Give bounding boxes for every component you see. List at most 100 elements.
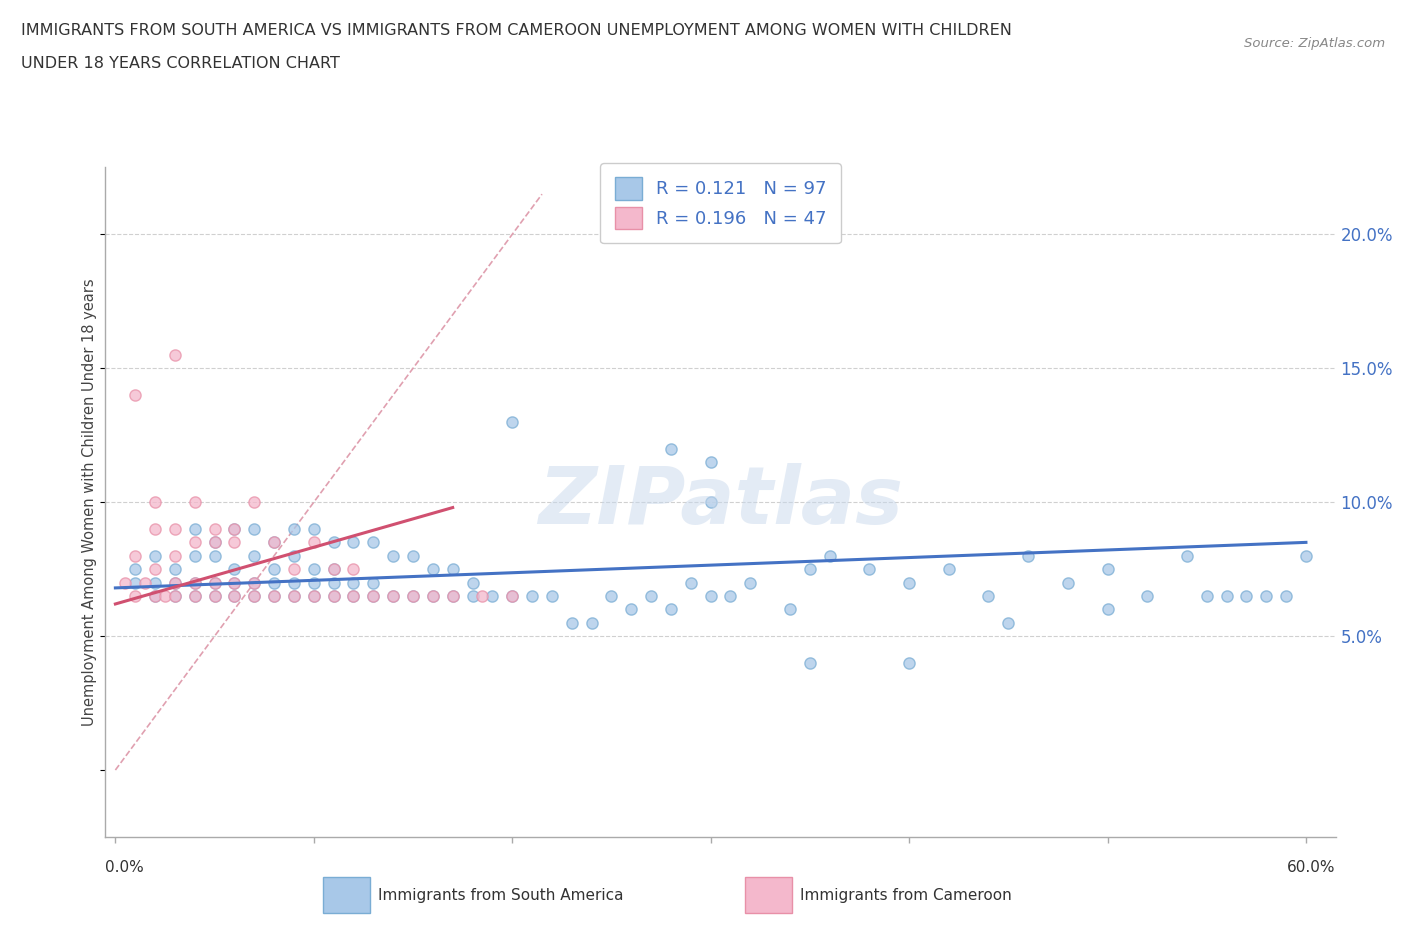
Point: [224, 575, 246, 590]
Point: [283, 549, 305, 564]
Point: [224, 589, 246, 604]
Point: [1175, 549, 1198, 564]
Point: [1017, 549, 1039, 564]
Point: [163, 549, 186, 564]
Point: [124, 388, 146, 403]
Point: [441, 562, 464, 577]
Point: [184, 495, 207, 510]
Point: [163, 348, 186, 363]
Text: IMMIGRANTS FROM SOUTH AMERICA VS IMMIGRANTS FROM CAMEROON UNEMPLOYMENT AMONG WOM: IMMIGRANTS FROM SOUTH AMERICA VS IMMIGRA…: [21, 23, 1012, 38]
Point: [679, 575, 702, 590]
Point: [124, 562, 146, 577]
Point: [471, 589, 494, 604]
Point: [363, 589, 385, 604]
Point: [302, 589, 325, 604]
Point: [1136, 589, 1159, 604]
Point: [143, 589, 166, 604]
Point: [243, 549, 266, 564]
Point: [422, 589, 444, 604]
Point: [243, 589, 266, 604]
Point: [699, 589, 721, 604]
Point: [422, 589, 444, 604]
Point: [461, 589, 484, 604]
Point: [243, 495, 266, 510]
Point: [302, 575, 325, 590]
Point: [1097, 562, 1119, 577]
Point: [302, 522, 325, 537]
Point: [581, 616, 603, 631]
Point: [283, 562, 305, 577]
Point: [322, 562, 344, 577]
Legend: R = 0.121   N = 97, R = 0.196   N = 47: R = 0.121 N = 97, R = 0.196 N = 47: [600, 163, 841, 244]
Text: 0.0%: 0.0%: [105, 860, 145, 875]
Point: [1275, 589, 1298, 604]
Text: 60.0%: 60.0%: [1288, 860, 1336, 875]
Point: [1056, 575, 1078, 590]
Point: [322, 589, 344, 604]
Point: [858, 562, 880, 577]
Point: [402, 549, 425, 564]
Point: [441, 589, 464, 604]
Point: [363, 575, 385, 590]
Point: [322, 562, 344, 577]
Point: [163, 589, 186, 604]
Point: [779, 602, 801, 617]
Point: [204, 589, 226, 604]
Point: [342, 575, 364, 590]
Point: [204, 535, 226, 550]
Point: [501, 589, 523, 604]
Point: [600, 214, 623, 229]
Point: [322, 535, 344, 550]
Point: [818, 549, 841, 564]
Point: [204, 575, 226, 590]
Point: [143, 495, 166, 510]
Point: [163, 575, 186, 590]
Point: [699, 455, 721, 470]
Point: [224, 522, 246, 537]
Point: [143, 589, 166, 604]
Point: [740, 575, 762, 590]
Point: [143, 575, 166, 590]
Point: [461, 575, 484, 590]
Point: [382, 589, 405, 604]
Point: [1295, 549, 1317, 564]
Point: [938, 562, 960, 577]
Text: ZIPatlas: ZIPatlas: [538, 463, 903, 541]
Point: [153, 589, 176, 604]
Point: [600, 589, 623, 604]
Point: [659, 441, 682, 456]
Point: [402, 589, 425, 604]
Point: [501, 415, 523, 430]
Point: [243, 589, 266, 604]
Point: [382, 549, 405, 564]
Point: [143, 562, 166, 577]
Point: [283, 575, 305, 590]
Point: [640, 589, 662, 604]
Point: [441, 589, 464, 604]
Point: [263, 589, 285, 604]
Point: [263, 535, 285, 550]
Point: [659, 602, 682, 617]
Point: [204, 535, 226, 550]
Text: Immigrants from Cameroon: Immigrants from Cameroon: [800, 887, 1012, 903]
Point: [382, 589, 405, 604]
Point: [342, 589, 364, 604]
Point: [977, 589, 1000, 604]
Point: [342, 589, 364, 604]
Point: [898, 575, 921, 590]
Point: [302, 562, 325, 577]
Point: [124, 575, 146, 590]
Point: [363, 535, 385, 550]
Point: [620, 602, 643, 617]
Bar: [745, 877, 792, 913]
Point: [184, 575, 207, 590]
Point: [224, 589, 246, 604]
Point: [204, 522, 226, 537]
Point: [1195, 589, 1218, 604]
Point: [204, 549, 226, 564]
Point: [134, 575, 156, 590]
Point: [184, 589, 207, 604]
Point: [422, 562, 444, 577]
Point: [263, 575, 285, 590]
Point: [1097, 602, 1119, 617]
